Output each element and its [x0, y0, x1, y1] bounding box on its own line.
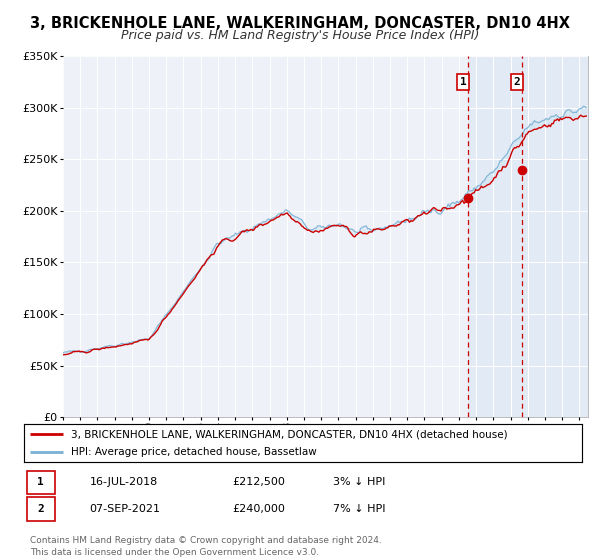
Bar: [27, 470, 55, 494]
Text: Price paid vs. HM Land Registry's House Price Index (HPI): Price paid vs. HM Land Registry's House …: [121, 29, 479, 42]
Text: 3, BRICKENHOLE LANE, WALKERINGHAM, DONCASTER, DN10 4HX: 3, BRICKENHOLE LANE, WALKERINGHAM, DONCA…: [30, 16, 570, 31]
Text: 2: 2: [37, 504, 44, 514]
Bar: [27, 497, 55, 521]
Text: Contains HM Land Registry data © Crown copyright and database right 2024.: Contains HM Land Registry data © Crown c…: [30, 536, 382, 545]
Text: HPI: Average price, detached house, Bassetlaw: HPI: Average price, detached house, Bass…: [71, 447, 317, 458]
Text: 1: 1: [37, 477, 44, 487]
Text: £212,500: £212,500: [232, 477, 285, 487]
Text: 2: 2: [514, 77, 520, 87]
Text: 3% ↓ HPI: 3% ↓ HPI: [332, 477, 385, 487]
Text: 3, BRICKENHOLE LANE, WALKERINGHAM, DONCASTER, DN10 4HX (detached house): 3, BRICKENHOLE LANE, WALKERINGHAM, DONCA…: [71, 429, 508, 439]
Text: 7% ↓ HPI: 7% ↓ HPI: [332, 504, 385, 514]
Text: 16-JUL-2018: 16-JUL-2018: [91, 477, 158, 487]
Text: This data is licensed under the Open Government Licence v3.0.: This data is licensed under the Open Gov…: [30, 548, 319, 557]
Text: 07-SEP-2021: 07-SEP-2021: [89, 504, 160, 514]
Text: 1: 1: [460, 77, 466, 87]
Text: £240,000: £240,000: [232, 504, 285, 514]
Bar: [468, 56, 588, 417]
